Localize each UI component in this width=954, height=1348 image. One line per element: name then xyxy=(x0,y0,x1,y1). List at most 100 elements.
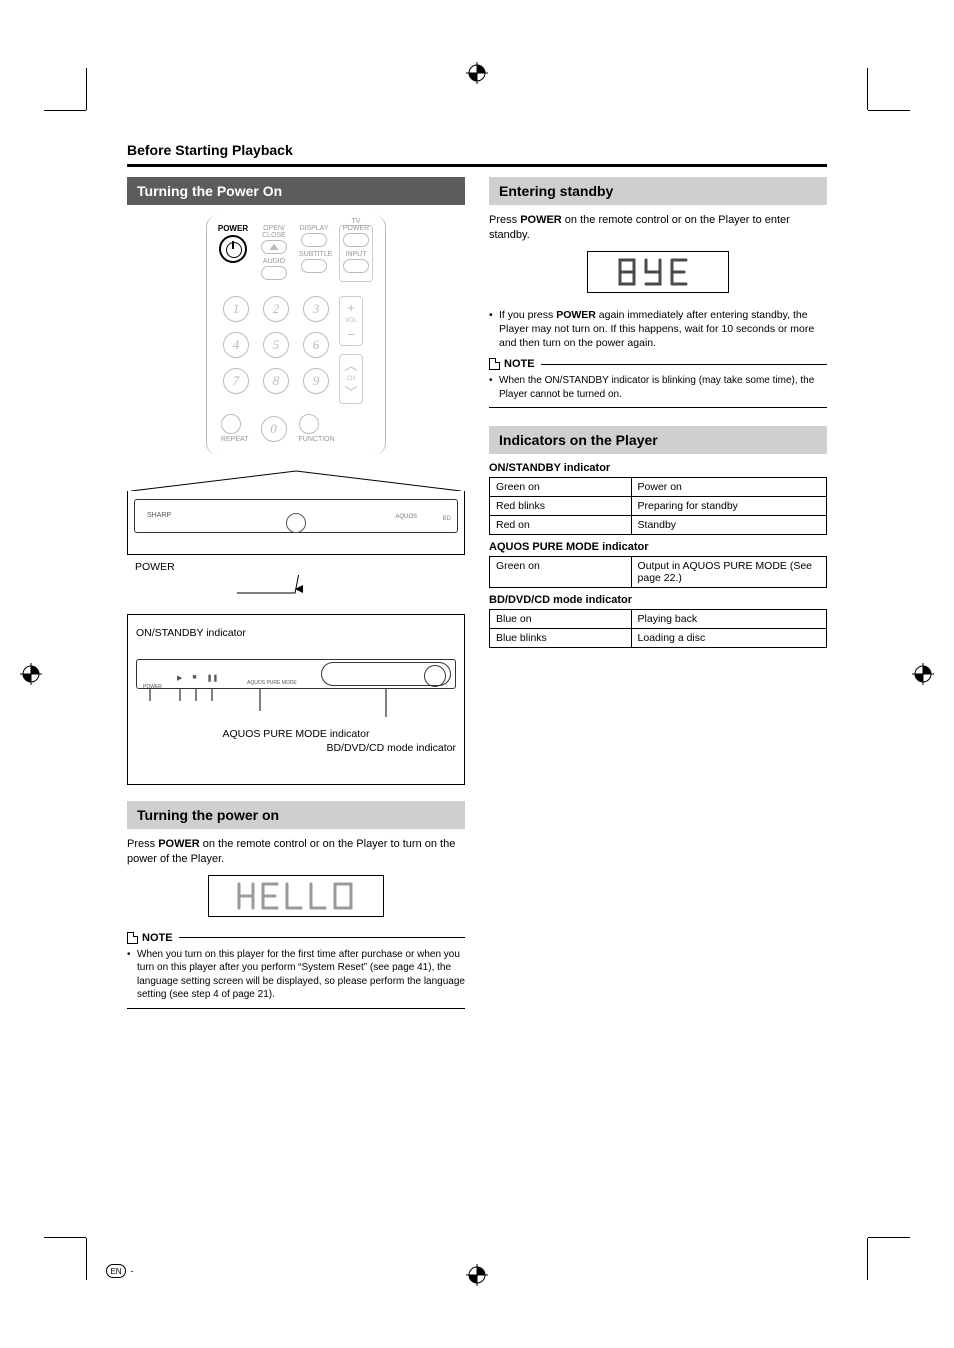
plus-icon: + xyxy=(340,301,362,314)
note-box-right: NOTE •When the ON/STANDBY indicator is b… xyxy=(489,358,827,408)
power-bold: POWER xyxy=(520,214,562,226)
note-icon xyxy=(127,932,138,944)
repeat-label: REPEAT xyxy=(221,436,249,443)
play-icon: ▶ xyxy=(177,674,182,682)
bd-table-title: BD/DVD/CD mode indicator xyxy=(489,594,827,606)
columns: Turning the Power On POWER OPEN/ CLOSE xyxy=(127,177,827,1009)
ch-label: CH xyxy=(340,376,362,382)
eject-icon xyxy=(261,240,287,254)
cell: Green on xyxy=(490,478,632,497)
text-part: Press xyxy=(489,214,520,226)
tv-power-label: POWER xyxy=(342,225,370,232)
left-column: Turning the Power On POWER OPEN/ CLOSE xyxy=(127,177,465,1009)
note-icon xyxy=(489,358,500,370)
input-label: INPUT xyxy=(342,251,370,258)
table-row: Blue blinksLoading a disc xyxy=(490,629,827,648)
registration-mark-icon xyxy=(912,663,934,685)
subsection-turning-power-on: Turning the power on xyxy=(127,801,465,829)
table-row: Green onPower on xyxy=(490,478,827,497)
num-8: 8 xyxy=(263,368,289,394)
disc-logo-icon xyxy=(286,513,306,533)
aquos-indicator-callout: AQUOS PURE MODE indicator xyxy=(136,728,456,740)
standby-text: Press POWER on the remote control or on … xyxy=(489,213,827,243)
lang-code: EN xyxy=(106,1264,126,1278)
remote-diagram: POWER OPEN/ CLOSE AUDIO DISPLAY xyxy=(127,215,465,455)
cell: Standby xyxy=(631,516,826,535)
pause-icon: ❚❚ xyxy=(207,674,219,682)
turn-on-text: Press POWER on the remote control or on … xyxy=(127,837,465,867)
page-language-badge: EN - xyxy=(106,1264,134,1278)
crop-mark xyxy=(868,110,910,111)
page-title: Before Starting Playback xyxy=(127,142,827,158)
standby-bullet: If you press POWER again immediately aft… xyxy=(499,308,827,351)
bullet-icon: • xyxy=(489,308,499,351)
player-top-diagram: SHARP AQUOS BD POWER xyxy=(127,469,465,600)
power-bold: POWER xyxy=(158,838,200,850)
num-2: 2 xyxy=(263,296,289,322)
power-tiny-label: POWER xyxy=(143,684,162,690)
minus-icon: − xyxy=(340,328,362,341)
note-text: When you turn on this player for the fir… xyxy=(137,948,465,1002)
subtitle-label: SUBTITLE xyxy=(299,251,329,258)
num-3: 3 xyxy=(303,296,329,322)
cell: Power on xyxy=(631,478,826,497)
bd-text: BD xyxy=(443,516,451,522)
open-close-label: OPEN/ CLOSE xyxy=(259,225,289,239)
cell: Output in AQUOS PURE MODE (See page 22.) xyxy=(631,557,826,588)
player-indicator-diagram: ON/STANDBY indicator POWER AQUOS PURE MO… xyxy=(127,614,465,785)
table-row: Red onStandby xyxy=(490,516,827,535)
note-box-left: NOTE •When you turn on this player for t… xyxy=(127,932,465,1009)
audio-button-icon xyxy=(261,266,287,280)
stop-icon: ■ xyxy=(192,674,196,682)
cell: Loading a disc xyxy=(631,629,826,648)
crop-mark xyxy=(867,1238,868,1280)
seven-segment-icon xyxy=(231,878,361,914)
note-text: When the ON/STANDBY indicator is blinkin… xyxy=(499,374,827,401)
bd-indicator-callout: BD/DVD/CD mode indicator xyxy=(136,742,456,754)
registration-mark-icon xyxy=(466,62,488,84)
onstandby-table-title: ON/STANDBY indicator xyxy=(489,462,827,474)
aquos-text: AQUOS xyxy=(395,514,417,520)
function-button-icon xyxy=(299,414,319,434)
num-9: 9 xyxy=(303,368,329,394)
crop-mark xyxy=(867,68,868,110)
note-label: NOTE xyxy=(504,358,535,370)
note-rule xyxy=(179,937,465,938)
power-icon xyxy=(219,235,247,263)
num-0: 0 xyxy=(261,416,287,442)
bullet-icon: • xyxy=(489,374,499,401)
power-callout: POWER xyxy=(135,561,465,573)
vol-label: VOL xyxy=(340,318,362,324)
subtitle-button-icon xyxy=(301,259,327,273)
cell: Playing back xyxy=(631,610,826,629)
disc-tray-icon xyxy=(321,662,451,686)
cell: Green on xyxy=(490,557,632,588)
aquos-table-title: AQUOS PURE MODE indicator xyxy=(489,541,827,553)
registration-mark-icon xyxy=(466,1264,488,1286)
section-indicators: Indicators on the Player xyxy=(489,426,827,454)
table-row: Blue onPlaying back xyxy=(490,610,827,629)
power-bold: POWER xyxy=(556,309,596,321)
note-label: NOTE xyxy=(142,932,173,944)
input-button-icon xyxy=(343,259,369,273)
registration-mark-icon xyxy=(20,663,42,685)
aquos-table: Green onOutput in AQUOS PURE MODE (See p… xyxy=(489,556,827,588)
onstandby-callout: ON/STANDBY indicator xyxy=(136,627,456,639)
crop-mark xyxy=(44,1237,86,1238)
crop-mark xyxy=(86,1238,87,1280)
pointer-arrow-icon xyxy=(127,575,465,595)
num-4: 4 xyxy=(223,332,249,358)
num-1: 1 xyxy=(223,296,249,322)
lang-dash: - xyxy=(128,1266,134,1276)
crop-mark xyxy=(86,68,87,110)
brand-label: SHARP xyxy=(147,512,171,519)
number-pad: 1 2 3 4 5 6 7 8 9 xyxy=(223,296,329,394)
page: Before Starting Playback Turning the Pow… xyxy=(0,0,954,1348)
tv-label: TV xyxy=(349,218,363,225)
table-row: Red blinksPreparing for standby xyxy=(490,497,827,516)
aquos-tiny-label: AQUOS PURE MODE xyxy=(247,680,297,686)
lcd-bye xyxy=(489,251,827,298)
text-part: If you press xyxy=(499,309,556,321)
ch-control: ︿ CH ﹀ xyxy=(339,354,363,404)
onstandby-table: Green onPower on Red blinksPreparing for… xyxy=(489,477,827,535)
